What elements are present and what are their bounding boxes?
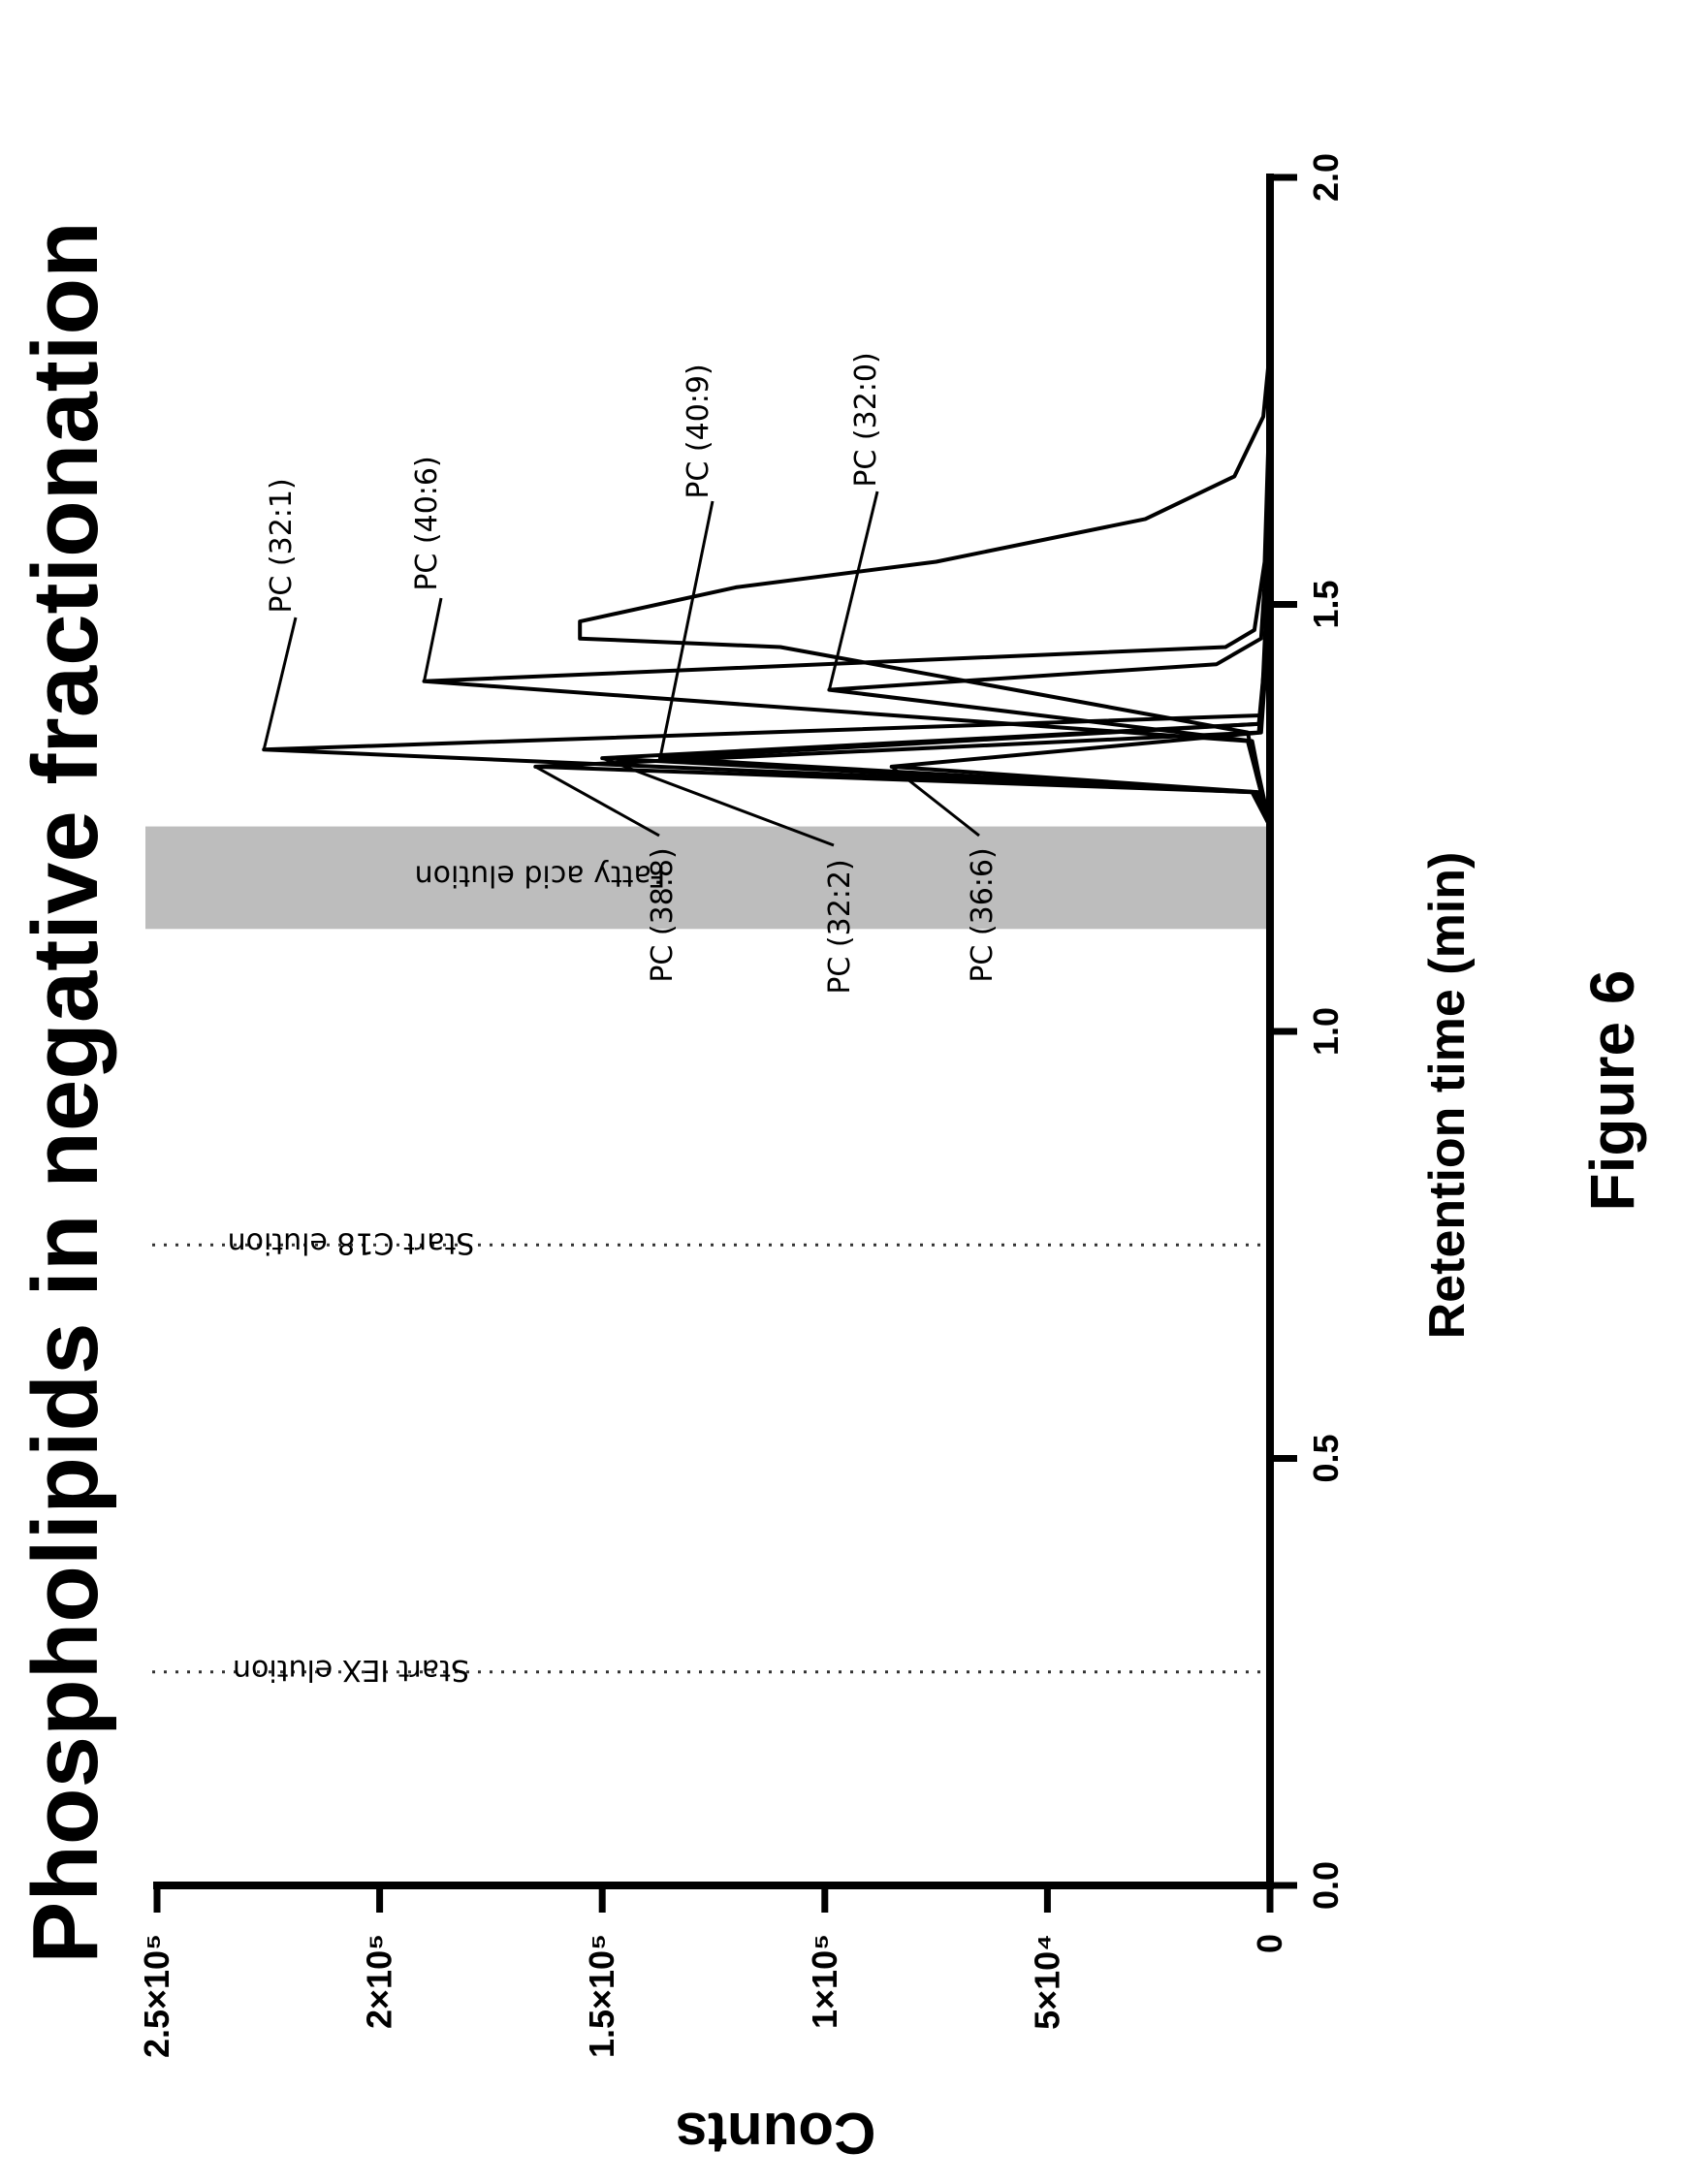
x-tick-label: 0.5 (1306, 1434, 1346, 1482)
markers-layer: Start IEX elution Start C18 elution (152, 1225, 1270, 1687)
leader-line (534, 765, 660, 838)
peak-label: PC (38:8) (646, 847, 680, 982)
figure-caption: Figure 6 (1577, 970, 1647, 1212)
marker-label: Start C18 elution (228, 1225, 475, 1259)
peak-label: PC (36:6) (966, 847, 1000, 982)
series-trace (578, 348, 1272, 828)
x-tick-label: 2.0 (1306, 153, 1346, 202)
y-axis-label: Counts (676, 2101, 876, 2166)
peak-label: PC (32:1) (265, 478, 299, 613)
chart-title: Phospholipids in negative fractionation (14, 221, 117, 1963)
y-tick-label: 1×10⁵ (805, 1934, 844, 2029)
leader-line (601, 756, 835, 847)
traces-layer (262, 348, 1272, 828)
peak-label: PC (40:9) (682, 364, 715, 498)
series-trace (422, 348, 1272, 828)
leader-line (423, 597, 443, 682)
x-axis-label: Retention time (min) (1419, 852, 1476, 1340)
peak-label: PC (32:2) (823, 859, 857, 994)
y-tick-label: 2×10⁵ (360, 1934, 399, 2029)
series-trace (827, 348, 1272, 828)
band-label: Fatty acid elution (415, 858, 666, 892)
y-tick-label: 1.5×10⁵ (582, 1934, 621, 2058)
series-trace (889, 348, 1272, 828)
x-tick-label: 1.0 (1306, 1007, 1346, 1056)
marker-label: Start IEX elution (233, 1653, 469, 1687)
x-tick-label: 0.0 (1306, 1861, 1346, 1910)
leader-line (890, 765, 980, 838)
leader-line (827, 491, 879, 690)
y-tick-label: 2.5×10⁵ (137, 1934, 176, 2058)
peak-label: PC (32:0) (849, 352, 883, 487)
peak-label: PC (40:6) (410, 456, 444, 590)
band-rect (145, 826, 1270, 930)
leaders-layer: PC (32:1) PC (40:6) PC (40:9) PC (32:0) PC (… (262, 352, 1000, 995)
ticks-layer: 0.0 0.5 1.0 1.5 2.0 0 5×10⁴ 1×10⁵ 1.5×10⁵ 2×10⁵ 2.… (137, 153, 1346, 2058)
bands-layer: Fatty acid elution (145, 826, 1270, 930)
leader-line (262, 617, 298, 750)
y-tick-label: 0 (1250, 1934, 1289, 1953)
x-tick-label: 1.5 (1306, 580, 1346, 628)
leader-line (658, 500, 714, 759)
y-tick-label: 5×10⁴ (1027, 1934, 1066, 2030)
